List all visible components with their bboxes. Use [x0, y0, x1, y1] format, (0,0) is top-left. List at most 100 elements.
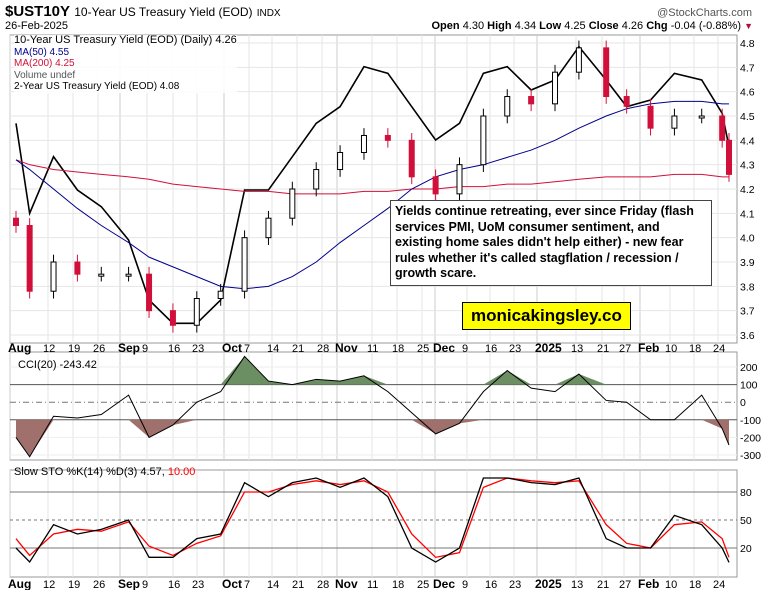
x-tick-label: 16 [168, 579, 180, 590]
legend-volume: Volume undef [14, 69, 76, 81]
legend-ma50: MA(50) 4.55 [14, 46, 70, 58]
source-logo: @StockCharts.com [657, 7, 752, 19]
cci-tick-label: -200 [740, 432, 761, 444]
candle [50, 261, 57, 292]
x-tick-label: Aug [8, 577, 31, 590]
candle [671, 115, 678, 129]
exchange: INDX [256, 8, 281, 19]
candle [726, 139, 732, 175]
x-tick-label: 27 [619, 579, 631, 590]
candle [698, 115, 705, 119]
x-tick-label: Feb [638, 341, 659, 355]
down-arrow-icon: ▼ [744, 21, 753, 31]
security-name: 10-Year US Treasury Yield (EOD) [74, 5, 253, 19]
sto-tick-label: 50 [740, 515, 752, 527]
candle [552, 71, 559, 105]
symbol: $UST10Y [5, 3, 71, 20]
candle [74, 261, 81, 275]
x-tick-label: 18 [689, 579, 701, 590]
watermark: monicakingsley.co [462, 302, 631, 330]
x-tick-label: 23 [192, 343, 204, 355]
x-tick-label: 25 [417, 579, 429, 590]
y-tick-label: 4.2 [740, 184, 755, 196]
x-tick-label: 28 [317, 579, 329, 590]
x-tick-label: Oct [222, 577, 242, 590]
x-tick-label: 27 [619, 343, 631, 355]
y-tick-label: 4.3 [740, 160, 755, 172]
x-tick-label: 16 [485, 579, 497, 590]
high-label: High [487, 20, 512, 32]
y-tick-label: 4.1 [740, 208, 755, 220]
legend-2y: 2-Year US Treasury Yield (EOD) 4.08 [14, 81, 180, 92]
cci-line [15, 355, 730, 458]
x-tick-label: 16 [485, 343, 497, 355]
sto-k-line [15, 477, 730, 564]
candle [480, 115, 487, 166]
y-tick-label: 4.4 [740, 135, 755, 147]
candle [337, 152, 344, 171]
x-tick-label: 10 [665, 579, 677, 590]
sto-tick-label: 80 [740, 487, 752, 499]
x-tick-label: 18 [392, 579, 404, 590]
legend-main: 10-Year US Treasury Yield (EOD) (Daily) … [14, 34, 237, 46]
chg-value: -0.04 (-0.88%) [670, 20, 741, 32]
two-year-yield-line [15, 45, 730, 325]
x-tick-label: 19 [68, 343, 80, 355]
x-tick-label: 28 [317, 343, 329, 355]
y-tick-label: 4.7 [740, 62, 755, 74]
candle [360, 134, 367, 153]
close-label: Close [588, 20, 619, 32]
x-tick-label: Sep [118, 577, 140, 590]
x-tick-label: 18 [392, 343, 404, 355]
y-tick-label: 3.8 [740, 281, 755, 293]
ma200-line [15, 159, 729, 195]
x-tick-label: 2025 [535, 577, 562, 590]
candle [313, 169, 320, 190]
candle [193, 298, 200, 326]
candle [719, 115, 726, 141]
x-tick-label: 13 [571, 579, 583, 590]
x-tick-label: 11 [367, 343, 378, 355]
x-tick-label: 21 [292, 579, 304, 590]
y-tick-label: 4.6 [740, 87, 755, 99]
x-tick-label: 10 [665, 343, 677, 355]
x-tick-label: 21 [597, 343, 609, 355]
candle [647, 105, 654, 129]
high-value: 4.34 [514, 20, 537, 32]
candle [384, 134, 391, 141]
legend-sto: Slow STO %K(14) %D(3) 4.57, 10.00 [14, 466, 195, 478]
candle [241, 237, 248, 292]
candle [13, 217, 19, 226]
ma50-line [15, 100, 729, 290]
x-tick-label: Sep [118, 341, 140, 355]
y-tick-label: 4.8 [740, 38, 755, 50]
candle [98, 273, 105, 277]
candle [289, 188, 296, 219]
open-value: 4.30 [462, 20, 485, 32]
cci-tick-label: 200 [740, 362, 758, 374]
y-tick-label: 3.7 [740, 306, 755, 318]
x-tick-label: Oct [222, 341, 242, 355]
x-tick-label: 16 [168, 343, 180, 355]
x-tick-label: 13 [571, 343, 583, 355]
x-tick-label: 14 [267, 579, 279, 590]
x-tick-label: 14 [267, 343, 279, 355]
x-tick-label: 23 [192, 579, 204, 590]
candle [408, 139, 415, 178]
x-tick-label: Nov [335, 577, 358, 590]
x-tick-label: 26 [93, 343, 105, 355]
x-tick-label: 21 [597, 579, 609, 590]
y-tick-label: 4.0 [740, 233, 755, 245]
x-tick-label: 9 [462, 579, 468, 590]
x-tick-label: 9 [142, 343, 148, 355]
legend-ma200: MA(200) 4.25 [14, 58, 75, 69]
ohlc-bar: Open 4.30 High 4.34 Low 4.25 Close 4.26 … [432, 20, 742, 32]
low-value: 4.25 [564, 20, 586, 32]
cci-tick-label: -300 [740, 450, 761, 462]
x-tick-label: Aug [8, 341, 31, 355]
sto-tick-label: 20 [740, 543, 752, 555]
candle [265, 217, 272, 239]
chg-label: Chg [646, 20, 668, 32]
